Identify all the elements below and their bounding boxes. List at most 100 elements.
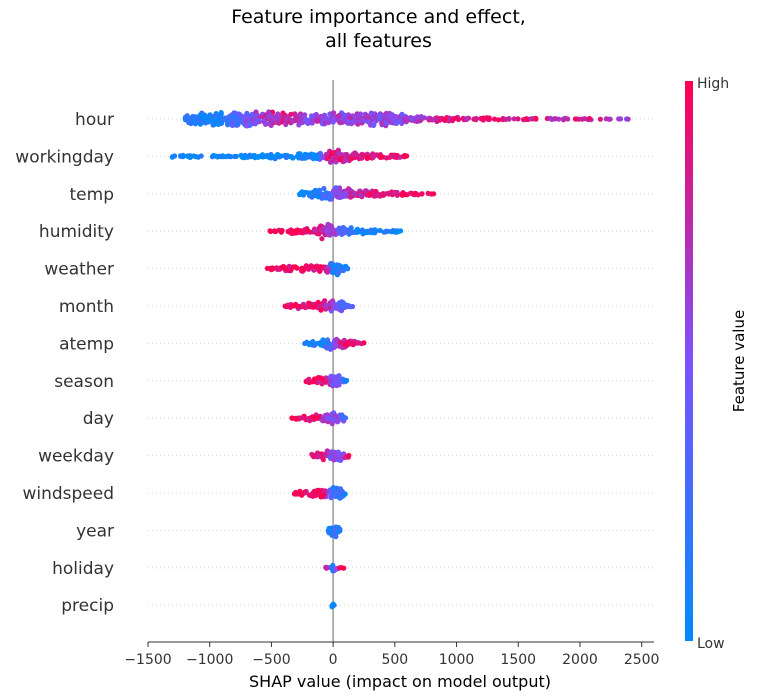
shap-point: [455, 116, 462, 123]
shap-point: [275, 266, 281, 272]
shap-point: [317, 268, 323, 274]
shap-point: [383, 229, 389, 235]
shap-point: [331, 344, 337, 350]
shap-point: [308, 113, 315, 119]
shap-point: [275, 152, 281, 158]
shap-point: [316, 231, 322, 237]
shap-point: [359, 227, 365, 233]
shap-point: [234, 121, 240, 127]
shap-point: [339, 299, 345, 305]
shap-point: [503, 116, 509, 122]
feature-points-month: [282, 298, 356, 314]
shap-point: [320, 457, 326, 463]
shap-point: [310, 339, 316, 345]
shap-point: [300, 303, 306, 309]
shap-point: [253, 109, 259, 115]
shap-point: [198, 153, 204, 159]
x-tick-label: 0: [329, 652, 338, 668]
shap-point: [314, 118, 320, 124]
shap-point: [242, 114, 248, 120]
shap-point: [399, 111, 405, 117]
shap-point: [290, 264, 297, 270]
shap-point: [321, 116, 327, 122]
shap-point: [316, 187, 322, 193]
shap-point: [434, 115, 440, 121]
shap-point: [312, 227, 318, 233]
shap-point: [311, 454, 317, 460]
shap-point: [271, 115, 277, 121]
shap-point: [361, 152, 367, 158]
shap-point: [485, 115, 491, 121]
shap-point: [344, 377, 350, 384]
feature-label-year: year: [76, 521, 114, 541]
feature-label-humidity: humidity: [39, 222, 114, 242]
shap-point: [337, 120, 343, 126]
shap-point: [330, 485, 336, 491]
shap-point: [337, 194, 343, 201]
x-axis-label: SHAP value (impact on model output): [249, 672, 551, 691]
shap-point: [293, 416, 299, 422]
shap-point: [347, 156, 354, 162]
shap-point: [409, 115, 415, 121]
shap-point: [318, 227, 324, 233]
shap-point: [533, 115, 539, 121]
shap-point: [323, 303, 329, 309]
feature-points-temp: [297, 185, 437, 202]
shap-point: [357, 111, 364, 117]
shap-point: [315, 194, 321, 200]
shap-point: [331, 301, 337, 308]
shap-point: [464, 116, 470, 122]
shap-point: [340, 267, 346, 273]
shap-point: [393, 113, 399, 120]
feature-points-windspeed: [291, 485, 348, 501]
shap-point: [390, 227, 396, 234]
shap-point: [480, 115, 486, 122]
shap-point: [338, 451, 344, 458]
shap-point: [315, 453, 321, 459]
shap-point: [318, 307, 324, 313]
shap-point: [186, 120, 192, 126]
colorbar-gradient: [685, 81, 693, 641]
shap-point: [347, 115, 353, 121]
shap-point: [331, 262, 337, 269]
shap-point: [348, 304, 354, 310]
shap-point: [288, 111, 294, 117]
shap-point: [220, 116, 226, 122]
shap-point: [390, 117, 396, 123]
shap-point: [324, 448, 331, 454]
shap-point: [365, 119, 371, 125]
colorbar-low-label: Low: [697, 636, 725, 652]
shap-point: [324, 269, 330, 275]
shap-point: [273, 228, 279, 235]
shap-point: [349, 341, 355, 347]
shap-point: [321, 185, 327, 192]
shap-point: [330, 230, 336, 236]
feature-label-season: season: [54, 372, 114, 392]
shap-point: [333, 185, 339, 191]
shap-point: [293, 302, 299, 308]
shap-point: [311, 376, 318, 382]
shap-point: [314, 415, 320, 421]
shap-point: [282, 303, 288, 309]
feature-points-atemp: [302, 336, 367, 352]
shap-point: [331, 110, 337, 116]
shap-point: [320, 154, 326, 160]
shap-point: [331, 530, 337, 536]
shap-point: [238, 113, 244, 119]
shap-point: [337, 528, 343, 534]
shap-point: [232, 115, 238, 121]
shap-point: [244, 154, 251, 160]
shap-point: [262, 120, 269, 127]
shap-point: [232, 153, 238, 160]
shap-point: [358, 192, 364, 198]
shap-point: [319, 376, 326, 382]
shap-point: [387, 113, 394, 120]
shap-point: [303, 116, 309, 122]
shap-point: [317, 264, 323, 270]
feature-label-windspeed: windspeed: [22, 484, 114, 504]
shap-point: [295, 227, 301, 233]
shap-point: [297, 112, 303, 118]
feature-points-year: [325, 524, 343, 540]
x-tick-label: 1500: [500, 652, 536, 668]
shap-point: [268, 267, 274, 273]
